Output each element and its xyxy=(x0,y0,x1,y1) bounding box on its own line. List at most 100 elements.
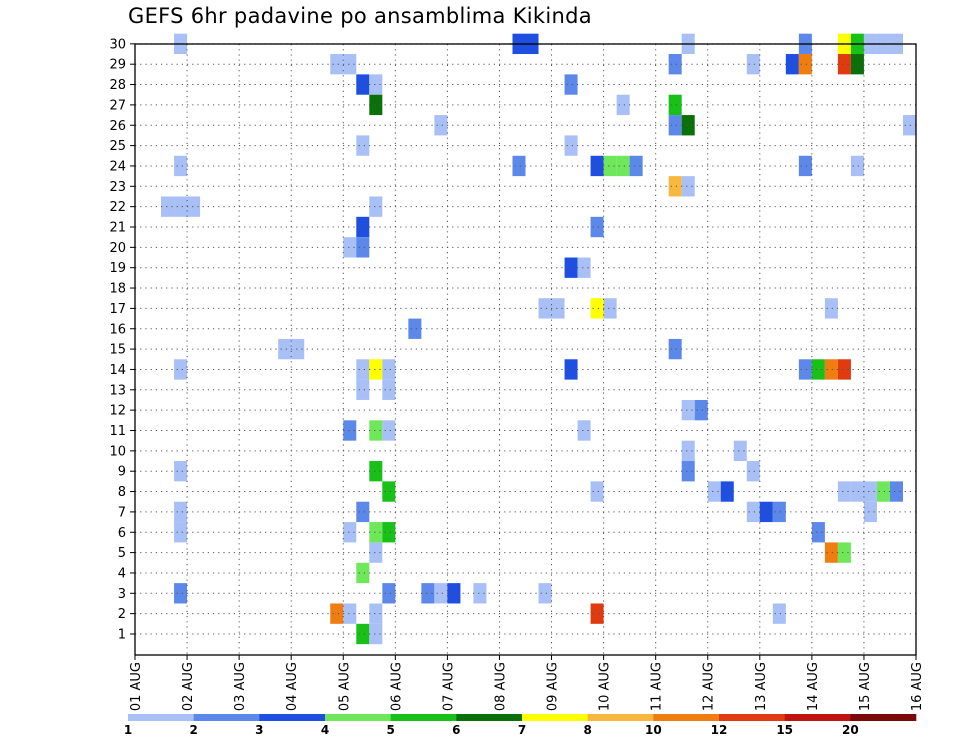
precip-cell xyxy=(343,237,357,258)
precip-cell xyxy=(174,461,188,482)
precip-cell xyxy=(590,216,604,238)
colorbar-segment xyxy=(522,714,588,721)
precip-cell xyxy=(174,522,188,543)
colorbar-label: 15 xyxy=(776,723,793,737)
precip-cell xyxy=(538,583,552,604)
y-tick-label: 9 xyxy=(118,465,126,480)
precip-cell xyxy=(369,74,383,95)
y-tick-label: 20 xyxy=(109,241,126,256)
precip-cell xyxy=(590,298,604,319)
colorbar-segment xyxy=(653,714,720,721)
precip-cell xyxy=(694,399,708,421)
x-tick-label: 02 AUG xyxy=(181,662,196,711)
precip-cell xyxy=(876,481,890,502)
y-tick-label: 25 xyxy=(109,139,126,154)
precip-cell xyxy=(434,115,448,136)
precip-cell xyxy=(174,501,188,523)
colorbar-segment xyxy=(390,714,457,721)
precip-cell xyxy=(343,54,357,75)
precip-cell xyxy=(850,54,864,75)
precip-cell xyxy=(772,501,786,523)
precip-cell xyxy=(733,440,747,462)
precip-cell xyxy=(356,623,370,645)
precip-cell xyxy=(889,481,903,502)
y-tick-label: 12 xyxy=(109,404,126,419)
precip-cell xyxy=(837,54,851,75)
colorbar-segment xyxy=(128,714,194,721)
x-tick-label: 13 AUG xyxy=(754,662,769,711)
colorbar-segment xyxy=(587,714,654,721)
x-tick-label: 04 AUG xyxy=(285,662,300,711)
x-tick-label: 06 AUG xyxy=(389,662,404,711)
y-tick-label: 4 xyxy=(118,566,126,581)
precip-cell xyxy=(629,155,643,177)
precip-cell xyxy=(356,237,370,258)
precip-cell xyxy=(473,583,487,604)
x-tick-label: 16 AUG xyxy=(910,662,925,711)
precip-cell xyxy=(382,583,396,604)
precip-cell xyxy=(369,542,383,563)
precip-cell xyxy=(382,522,396,543)
y-tick-label: 21 xyxy=(109,221,126,236)
precip-cell xyxy=(837,542,851,563)
y-tick-label: 8 xyxy=(118,485,126,500)
precip-cell xyxy=(343,522,357,543)
precip-cell xyxy=(343,603,357,624)
colorbar-segment xyxy=(456,714,523,721)
x-tick-label: 09 AUG xyxy=(546,662,561,711)
precip-cell xyxy=(616,94,630,116)
precip-cell xyxy=(824,542,838,563)
precip-cell xyxy=(668,176,682,197)
precip-cell xyxy=(798,155,812,177)
y-tick-label: 24 xyxy=(109,159,126,174)
y-tick-label: 15 xyxy=(109,343,126,358)
precip-cell xyxy=(291,338,305,360)
precip-cell xyxy=(616,155,630,177)
precip-cell xyxy=(369,359,383,380)
precip-cell xyxy=(668,94,682,116)
x-tick-label: 10 AUG xyxy=(598,662,613,711)
y-axis: 1234567891011121314151617181920212223242… xyxy=(109,37,135,643)
precip-cell xyxy=(590,155,604,177)
precip-cell xyxy=(590,603,604,624)
colorbar-label: 5 xyxy=(386,723,394,737)
precip-cell xyxy=(668,54,682,75)
x-tick-label: 15 AUG xyxy=(858,662,873,711)
precip-cell xyxy=(174,583,188,604)
precip-cell xyxy=(811,359,825,380)
colorbar-label: 6 xyxy=(452,723,460,737)
precip-cell xyxy=(161,196,175,217)
x-axis: 01 AUG 02 AUG 03 AUG 04 AUG 05 AUG 06 AUG 07 A… xyxy=(129,655,925,711)
x-tick-label: 03 AUG xyxy=(233,662,248,711)
colorbar-label: 20 xyxy=(842,723,859,737)
precip-cell xyxy=(564,257,578,278)
y-tick-label: 22 xyxy=(109,200,126,215)
colorbar-segment xyxy=(850,714,917,721)
precip-cell xyxy=(174,155,188,177)
colorbar-label: 10 xyxy=(645,723,662,737)
precip-cell xyxy=(356,216,370,238)
precip-cell xyxy=(356,359,370,380)
x-tick-label: 14 AUG xyxy=(806,662,821,711)
y-tick-label: 27 xyxy=(109,98,126,113)
precip-cell xyxy=(746,501,760,523)
precip-cell xyxy=(772,603,786,624)
precip-cell xyxy=(551,298,565,319)
precip-cell xyxy=(512,155,526,177)
precip-cell xyxy=(174,359,188,380)
precip-cell xyxy=(850,155,864,177)
precip-cell xyxy=(382,420,396,441)
precip-cell xyxy=(577,257,591,278)
colorbar-segment xyxy=(719,714,785,721)
y-tick-label: 29 xyxy=(109,58,126,73)
precip-cell xyxy=(837,359,851,380)
precip-cell xyxy=(668,115,682,136)
colorbar-label: 8 xyxy=(583,723,591,737)
y-tick-label: 14 xyxy=(109,363,126,378)
precip-cell xyxy=(681,115,695,136)
precip-cell xyxy=(824,298,838,319)
precip-cell xyxy=(174,196,188,217)
precip-cell xyxy=(603,155,617,177)
colorbar-label: 1 xyxy=(124,723,132,737)
